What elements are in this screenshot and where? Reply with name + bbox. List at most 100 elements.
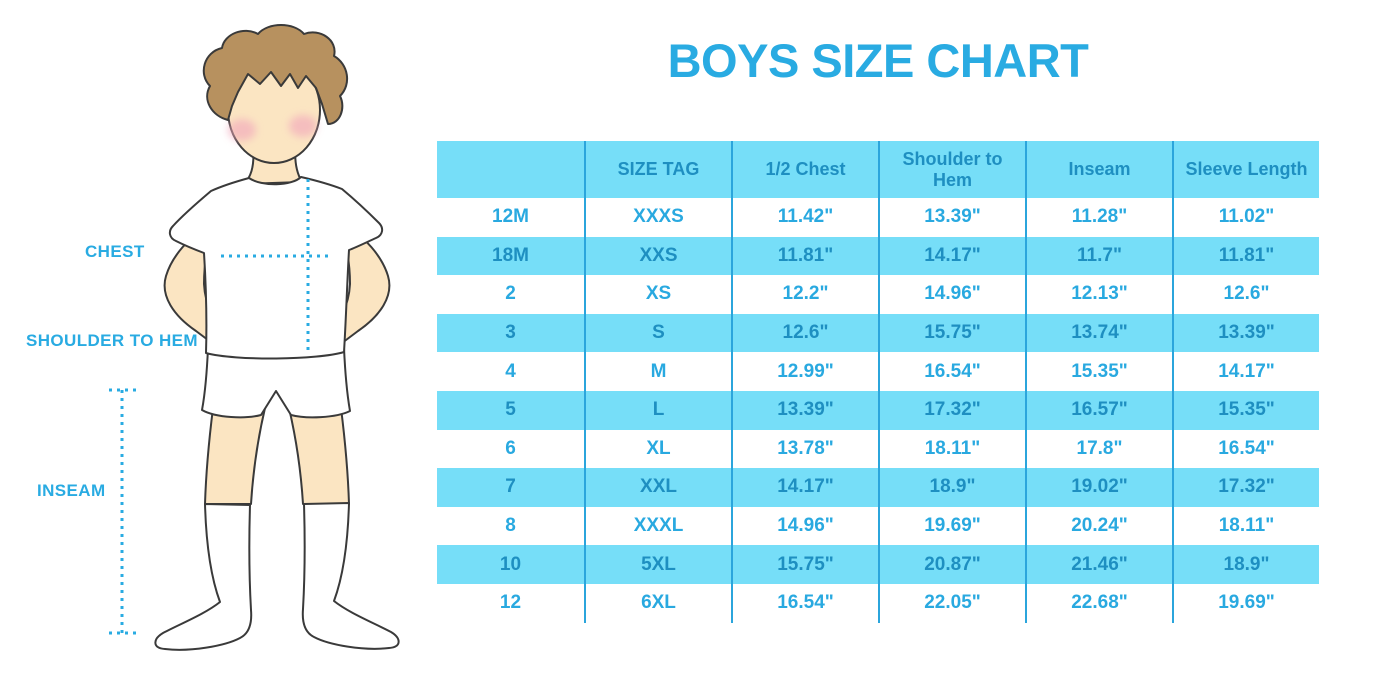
value-cell: 12.99" bbox=[731, 352, 878, 391]
value-cell: 15.35" bbox=[1025, 352, 1172, 391]
right-cheek bbox=[289, 115, 317, 137]
value-cell: 14.96" bbox=[731, 506, 878, 546]
left-cheek bbox=[228, 119, 256, 141]
value-cell: 18.9" bbox=[1172, 545, 1319, 584]
size-cell: 12 bbox=[499, 592, 522, 614]
value-cell: 16.54" bbox=[731, 583, 878, 623]
value-cell: 11.81" bbox=[1172, 236, 1319, 276]
value-cell: 12.2" bbox=[731, 275, 878, 314]
header-cell: Shoulder to Hem bbox=[878, 141, 1025, 198]
value-cell: 20.87" bbox=[878, 545, 1025, 584]
size-cell: 7 bbox=[505, 476, 516, 498]
value-cell: 11.7" bbox=[1025, 236, 1172, 276]
size-table: SIZE TAG 1/2 Chest Shoulder to Hem Inseam Sl… bbox=[437, 141, 1319, 623]
table-row: 4 M 12.99" 16.54" 15.35" 14.17" bbox=[437, 352, 1319, 391]
table-header-row: SIZE TAG 1/2 Chest Shoulder to Hem Inseam Sl… bbox=[437, 141, 1319, 198]
table-row: 12 6XL 16.54" 22.05" 22.68" 19.69" bbox=[437, 583, 1319, 623]
table-row: 10 5XL 15.75" 20.87" 21.46" 18.9" bbox=[437, 545, 1319, 584]
value-cell: XL bbox=[584, 429, 731, 469]
value-cell: 12.13" bbox=[1025, 275, 1172, 314]
table-body: 12M XXXS 11.42" 13.39" 11.28" 11.02" 18M XXS 11.… bbox=[437, 198, 1319, 623]
left-sock bbox=[154, 503, 253, 651]
value-cell: 6XL bbox=[584, 583, 731, 623]
value-cell: 17.8" bbox=[1025, 429, 1172, 469]
table-row: 6 XL 13.78" 18.11" 17.8" 16.54" bbox=[437, 429, 1319, 469]
page-title: BOYS SIZE CHART bbox=[667, 34, 1089, 87]
size-cell: 5 bbox=[505, 399, 516, 421]
value-cell: S bbox=[584, 313, 731, 353]
table-row: 18M XXS 11.81" 14.17" 11.7" 11.81" bbox=[437, 236, 1319, 276]
value-cell: 16.54" bbox=[878, 352, 1025, 391]
header-cell: 1/2 Chest bbox=[731, 141, 878, 198]
value-cell: L bbox=[584, 390, 731, 430]
header-cell: Inseam bbox=[1025, 141, 1172, 198]
value-cell: M bbox=[584, 352, 731, 391]
inseam-label: INSEAM bbox=[37, 481, 106, 500]
value-cell: 15.75" bbox=[731, 545, 878, 584]
size-cell: 18M bbox=[492, 244, 529, 266]
value-cell: 13.78" bbox=[731, 429, 878, 469]
table-row: 2 XS 12.2" 14.96" 12.13" 12.6" bbox=[437, 275, 1319, 314]
value-cell: 17.32" bbox=[1172, 468, 1319, 507]
table-row: 12M XXXS 11.42" 13.39" 11.28" 11.02" bbox=[437, 198, 1319, 237]
value-cell: XXXL bbox=[584, 506, 731, 546]
size-cell: 12M bbox=[492, 206, 529, 228]
value-cell: 21.46" bbox=[1025, 545, 1172, 584]
value-cell: 15.75" bbox=[878, 313, 1025, 353]
hair bbox=[202, 24, 349, 125]
size-cell: 8 bbox=[505, 515, 516, 537]
value-cell: 22.05" bbox=[878, 583, 1025, 623]
right-sock bbox=[301, 502, 400, 650]
value-cell: 15.35" bbox=[1172, 390, 1319, 430]
value-cell: 20.24" bbox=[1025, 506, 1172, 546]
shoulder-to-hem-label: SHOULDER TO HEM bbox=[26, 331, 198, 350]
value-cell: 16.54" bbox=[1172, 429, 1319, 469]
value-cell: 14.17" bbox=[731, 468, 878, 507]
table-row: 5 L 13.39" 17.32" 16.57" 15.35" bbox=[437, 390, 1319, 430]
table-row: 7 XXL 14.17" 18.9" 19.02" 17.32" bbox=[437, 468, 1319, 507]
value-cell: 14.17" bbox=[1172, 352, 1319, 391]
chest-label: CHEST bbox=[85, 242, 145, 261]
header-cell: SIZE TAG bbox=[584, 141, 731, 198]
value-cell: 13.39" bbox=[1172, 313, 1319, 353]
table-row: 3 S 12.6" 15.75" 13.74" 13.39" bbox=[437, 313, 1319, 353]
value-cell: 5XL bbox=[584, 545, 731, 584]
value-cell: 11.42" bbox=[731, 198, 878, 237]
value-cell: 13.39" bbox=[731, 390, 878, 430]
value-cell: 11.02" bbox=[1172, 198, 1319, 237]
value-cell: XXS bbox=[584, 236, 731, 276]
value-cell: 13.74" bbox=[1025, 313, 1172, 353]
size-cell: 10 bbox=[499, 553, 522, 575]
value-cell: 17.32" bbox=[878, 390, 1025, 430]
size-cell: 4 bbox=[505, 360, 516, 382]
t-shirt bbox=[168, 176, 384, 360]
value-cell: 14.17" bbox=[878, 236, 1025, 276]
value-cell: 18.11" bbox=[878, 429, 1025, 469]
value-cell: 18.11" bbox=[1172, 506, 1319, 546]
size-cell: 2 bbox=[505, 283, 516, 305]
value-cell: 22.68" bbox=[1025, 583, 1172, 623]
value-cell: 11.28" bbox=[1025, 198, 1172, 237]
value-cell: 13.39" bbox=[878, 198, 1025, 237]
value-cell: XXL bbox=[584, 468, 731, 507]
value-cell: 14.96" bbox=[878, 275, 1025, 314]
value-cell: 16.57" bbox=[1025, 390, 1172, 430]
boy-illustration bbox=[109, 24, 400, 651]
value-cell: 18.9" bbox=[878, 468, 1025, 507]
size-cell: 3 bbox=[505, 322, 516, 344]
value-cell: 11.81" bbox=[731, 236, 878, 276]
value-cell: XS bbox=[584, 275, 731, 314]
size-cell: 6 bbox=[505, 437, 516, 459]
value-cell: 19.69" bbox=[878, 506, 1025, 546]
header-cell: Sleeve Length bbox=[1172, 141, 1319, 198]
right-leg bbox=[288, 407, 350, 505]
value-cell: 19.69" bbox=[1172, 583, 1319, 623]
left-leg bbox=[204, 407, 266, 505]
value-cell: 19.02" bbox=[1025, 468, 1172, 507]
table-row: 8 XXXL 14.96" 19.69" 20.24" 18.11" bbox=[437, 506, 1319, 546]
value-cell: XXXS bbox=[584, 198, 731, 237]
header-cell-size bbox=[437, 141, 584, 198]
value-cell: 12.6" bbox=[731, 313, 878, 353]
value-cell: 12.6" bbox=[1172, 275, 1319, 314]
